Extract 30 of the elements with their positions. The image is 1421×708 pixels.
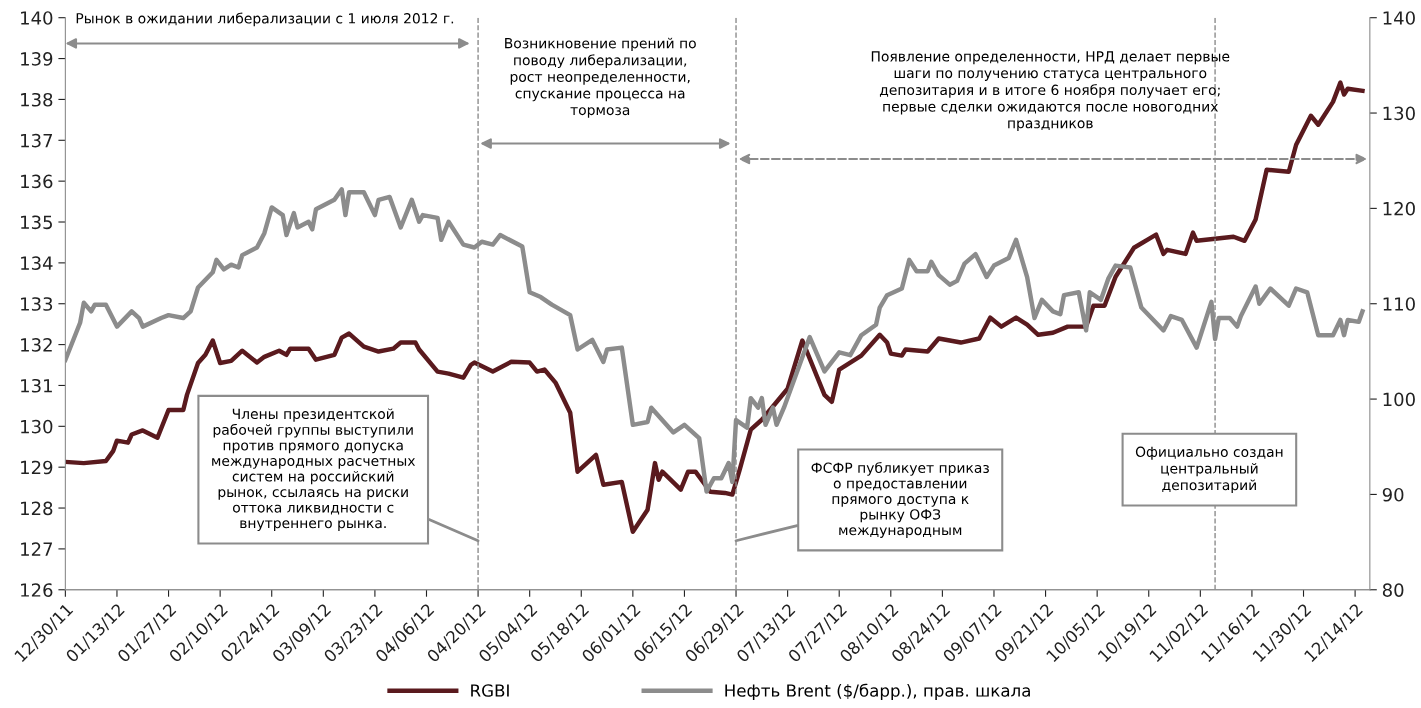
y2-tick-label: 80 (1382, 583, 1404, 597)
y2-tick-label: 110 (1383, 297, 1415, 311)
y2-tick-label: 120 (1383, 201, 1415, 216)
y-tick-label: 132 (21, 338, 52, 352)
annotation: Официально создан центральный депозитарий (1135, 446, 1283, 493)
y2-tick-label: 140 (1383, 11, 1415, 25)
y-tick-label: 134 (21, 256, 53, 270)
legend-label: RGBI (471, 684, 509, 697)
y-tick-label: 130 (21, 419, 53, 434)
y-tick-label: 139 (21, 52, 53, 66)
annotation: Члены президентской рабочей группы выступили против прямого допуска международных расчетных систем на российский рынок, ссылаясь на риски оттока ликвидности с внутреннего рынка. (212, 408, 416, 531)
annotation: ФСФР публикует приказ о предоставлении прямого доступа к рынку ОФЗ международным (811, 462, 989, 538)
legend-label: Нефть Brent ($/барр.), прав. шкала (725, 683, 1030, 701)
y2-tick-label: 130 (1383, 106, 1415, 121)
y-tick-label: 136 (21, 174, 53, 189)
y-tick-label: 127 (21, 542, 53, 556)
annotation: Появление определенности, НРД делает первые шаги по получению статуса центрального депозитария и в итоге 6 ноября получает его; первые сделки ожидаются после новогодних праздников (871, 51, 1230, 132)
y-tick-label: 126 (21, 583, 53, 597)
annotation: Рынок в ожидании либерализации с 1 июля 2012 г. (76, 12, 454, 27)
y-tick-label: 128 (21, 501, 53, 516)
y-tick-label: 140 (21, 11, 53, 25)
y-tick-label: 133 (21, 297, 53, 311)
y-tick-label: 135 (21, 215, 52, 230)
y-tick-label: 138 (21, 92, 53, 107)
y-tick-label: 129 (21, 460, 53, 475)
annotation: Возникновение прений по поводу либерализации, рост неопределенности, спускание процесса на тормоза (505, 37, 696, 118)
y2-tick-label: 90 (1382, 487, 1404, 502)
y-tick-label: 137 (21, 133, 53, 148)
y2-tick-label: 100 (1383, 392, 1415, 407)
y-tick-label: 131 (21, 378, 52, 393)
